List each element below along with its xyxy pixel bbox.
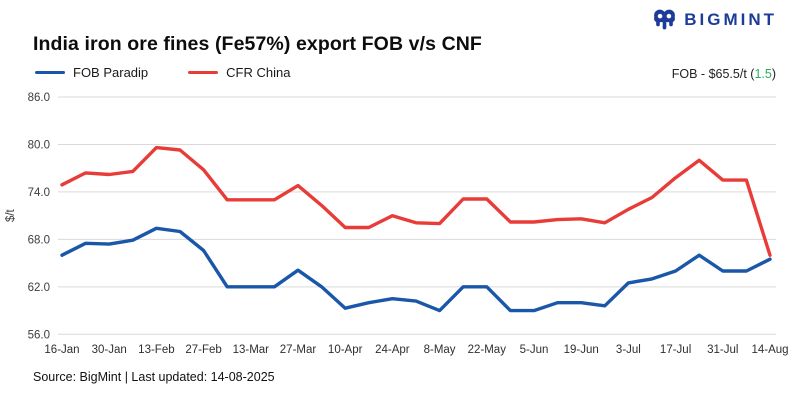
legend-swatch-fob-paradip (35, 70, 65, 75)
x-tick-label: 27-Feb (185, 344, 221, 356)
y-tick-label: 68.0 (28, 234, 50, 246)
x-tick-label: 30-Jan (92, 344, 127, 356)
brand-logo: BIGMINT (652, 7, 777, 32)
annotation-prefix: FOB - $65.5/t ( (671, 67, 755, 81)
legend-item-fob-paradip: FOB Paradip (35, 65, 148, 80)
x-tick-label: 13-Mar (233, 344, 270, 356)
y-tick-label: 74.0 (28, 187, 50, 199)
series-line-cfr-china (60, 145, 772, 257)
series-line-fob-paradip (60, 226, 772, 313)
legend-label-fob-paradip: FOB Paradip (73, 65, 149, 80)
annotation-suffix: ) (771, 67, 776, 81)
x-tick-label: 8-May (424, 344, 456, 356)
legend-swatch-cfr-china (188, 70, 219, 75)
legend-item-cfr-china: CFR China (188, 65, 290, 80)
x-tick-label: 19-Jun (564, 344, 599, 356)
x-tick-label: 17-Jul (660, 344, 691, 356)
x-tick-label: 14-Aug (751, 344, 788, 356)
y-tick-label: 62.0 (28, 282, 50, 294)
x-tick-label: 10-Apr (328, 344, 363, 356)
y-axis-title: $/t (5, 208, 17, 222)
y-tick-label: 56.0 (28, 329, 50, 341)
latest-price-annotation: FOB - $65.5/t (1.5) (672, 67, 776, 81)
x-tick-label: 24-Apr (375, 344, 410, 356)
bigmint-logo-icon (652, 7, 677, 32)
x-tick-label: 16-Jan (44, 344, 79, 356)
chart-legend: FOB Paradip CFR China (35, 65, 290, 80)
brand-name: BIGMINT (684, 9, 777, 29)
y-tick-label: 80.0 (28, 139, 50, 151)
x-tick-label: 22-May (468, 344, 507, 356)
x-tick-label: 31-Jul (707, 344, 738, 356)
x-tick-label: 27-Mar (280, 344, 317, 356)
chart-title: India iron ore fines (Fe57%) export FOB … (33, 33, 482, 55)
x-tick-label: 5-Jun (520, 344, 549, 356)
source-note: Source: BigMint | Last updated: 14-08-20… (33, 370, 275, 384)
legend-label-cfr-china: CFR China (226, 65, 291, 80)
y-tick-label: 86.0 (28, 92, 50, 104)
x-tick-label: 13-Feb (138, 344, 174, 356)
annotation-change-value: 1.5 (754, 67, 772, 81)
x-tick-label: 3-Jul (616, 344, 641, 356)
